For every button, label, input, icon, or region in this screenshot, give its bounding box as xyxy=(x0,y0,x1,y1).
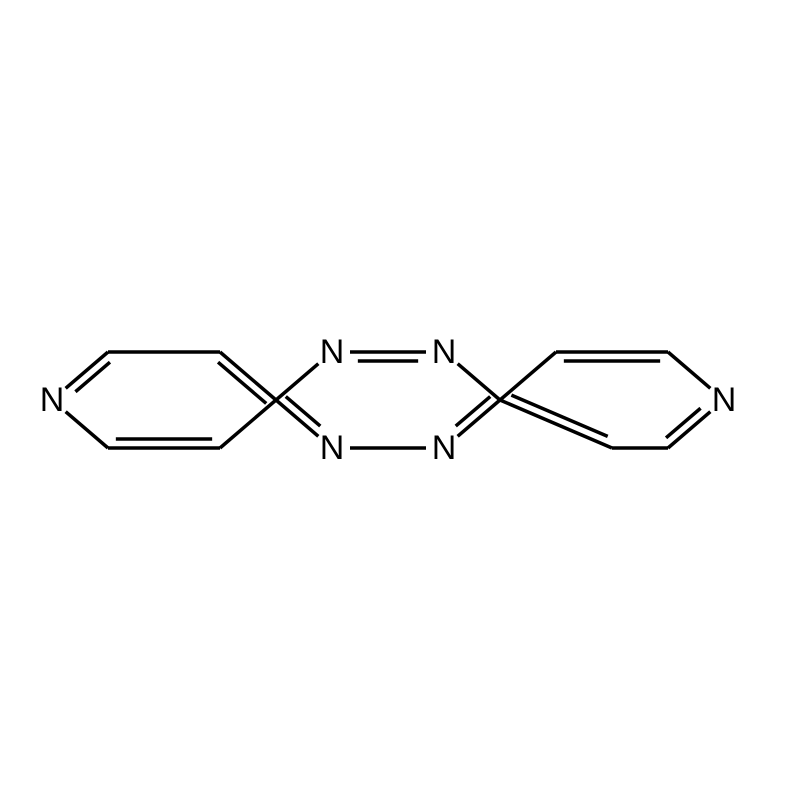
svg-text:N: N xyxy=(40,381,65,419)
svg-text:N: N xyxy=(432,429,457,467)
svg-text:N: N xyxy=(320,429,345,467)
molecule-diagram: N N N N N N xyxy=(0,0,800,800)
svg-text:N: N xyxy=(432,333,457,371)
svg-text:N: N xyxy=(320,333,345,371)
svg-text:N: N xyxy=(712,381,737,419)
